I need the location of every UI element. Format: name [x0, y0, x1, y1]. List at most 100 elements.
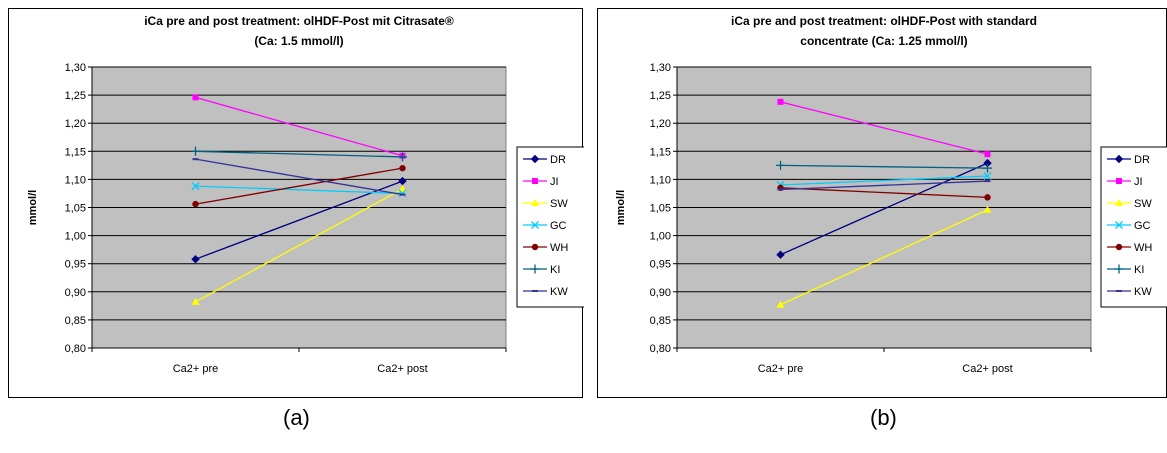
- legend-marker-dr: [530, 154, 540, 164]
- legend-label-wh: WH: [1134, 242, 1152, 254]
- y-tick-label: 0,85: [650, 315, 671, 327]
- legend-marker-ki: [530, 264, 540, 274]
- series-line-gc: [780, 175, 988, 186]
- chart-panel-b: iCa pre and post treatment: olHDF-Post w…: [597, 8, 1167, 398]
- data-point-dr: [776, 250, 785, 259]
- data-point-ki: [983, 163, 992, 173]
- series-line-ji: [195, 96, 403, 157]
- y-tick-label: 1,20: [650, 118, 671, 130]
- x-tick-label: Ca2+ pre: [173, 363, 219, 375]
- legend-marker-gc: [1115, 221, 1123, 229]
- legend-marker-dr: [1114, 154, 1124, 164]
- legend-label-kw: KW: [550, 286, 568, 298]
- legend-marker-wh: [531, 243, 539, 251]
- data-point-ki: [398, 152, 407, 162]
- y-axis-label: mmol/l: [615, 190, 627, 225]
- data-point-ji: [192, 94, 199, 101]
- series-line-ki: [195, 150, 403, 158]
- y-tick-label: 0,95: [650, 259, 671, 271]
- data-point-sw: [191, 297, 200, 305]
- y-tick-label: 1,25: [650, 90, 671, 102]
- data-point-ki: [191, 146, 200, 156]
- y-tick-label: 0,90: [650, 287, 671, 299]
- y-tick-label: 1,25: [65, 90, 86, 102]
- legend-box: [516, 146, 584, 308]
- legend-box: [1100, 146, 1167, 308]
- caption-b: (b): [870, 405, 897, 430]
- legend-label-ji: JI: [1134, 176, 1143, 188]
- legend-label-kw: KW: [1134, 286, 1152, 298]
- legend-label-sw: SW: [550, 198, 568, 210]
- series-line-dr: [780, 162, 988, 256]
- y-tick-label: 0,80: [65, 343, 86, 355]
- data-point-wh: [399, 164, 406, 172]
- x-tick-label: Ca2+ pre: [758, 363, 804, 375]
- data-point-gc: [191, 182, 200, 191]
- series-line-kw: [195, 158, 403, 196]
- data-point-sw: [398, 184, 407, 192]
- data-point-gc: [398, 189, 407, 198]
- data-point-kw: [399, 193, 406, 196]
- y-tick-label: 1,20: [65, 118, 86, 130]
- chart-panel-a: iCa pre and post treatment: olHDF-Post m…: [8, 8, 584, 398]
- legend-label-dr: DR: [1134, 154, 1150, 166]
- legend-marker-kw: [532, 290, 538, 292]
- series-line-gc: [195, 185, 403, 195]
- legend-label-gc: GC: [1134, 220, 1151, 232]
- y-tick-label: 1,05: [65, 203, 86, 215]
- y-tick-label: 1,15: [65, 146, 86, 158]
- series-line-sw: [195, 188, 403, 303]
- data-point-wh: [192, 200, 199, 208]
- chart-title-line-2: (Ca: 1.5 mmol/l): [254, 34, 343, 48]
- chart-title-line-1: iCa pre and post treatment: olHDF-Post w…: [731, 14, 1037, 28]
- y-tick-label: 1,10: [65, 174, 86, 186]
- legend-marker-ji: [532, 178, 538, 184]
- legend-marker-kw: [1116, 290, 1122, 292]
- y-tick-label: 0,80: [650, 343, 671, 355]
- legend-marker-sw: [531, 199, 539, 206]
- data-point-kw: [777, 188, 784, 191]
- y-tick-label: 1,30: [65, 62, 86, 74]
- y-tick-label: 0,90: [65, 287, 86, 299]
- series-line-sw: [780, 209, 988, 306]
- series-line-kw: [780, 180, 988, 191]
- legend-label-sw: SW: [1134, 198, 1152, 210]
- legend-label-ji: JI: [550, 176, 559, 188]
- legend-label-gc: GC: [550, 220, 567, 232]
- chart-b-svg: iCa pre and post treatment: olHDF-Post w…: [615, 14, 1167, 375]
- legend-marker-ki: [1114, 264, 1124, 274]
- y-tick-label: 1,00: [65, 231, 86, 243]
- chart-a-svg: iCa pre and post treatment: olHDF-Post m…: [27, 14, 584, 375]
- data-point-ki: [776, 160, 785, 170]
- y-tick-label: 1,00: [650, 231, 671, 243]
- y-tick-label: 0,85: [65, 315, 86, 327]
- legend-marker-wh: [1115, 243, 1123, 251]
- y-tick-label: 1,05: [650, 203, 671, 215]
- series-line-ji: [780, 101, 988, 155]
- caption-a: (a): [283, 405, 310, 430]
- data-point-ji: [777, 98, 784, 105]
- legend-label-dr: DR: [550, 154, 566, 166]
- y-tick-label: 1,15: [650, 146, 671, 158]
- x-tick-label: Ca2+ post: [962, 363, 1012, 375]
- data-point-wh: [984, 194, 991, 201]
- y-tick-label: 1,10: [650, 174, 671, 186]
- legend-marker-ji: [1116, 178, 1122, 184]
- data-point-kw: [984, 180, 991, 183]
- data-point-dr: [191, 254, 200, 264]
- legend-marker-gc: [531, 221, 539, 229]
- series-line-ki: [780, 164, 988, 169]
- data-point-ji: [984, 151, 991, 158]
- chart-title-line-1: iCa pre and post treatment: olHDF-Post m…: [144, 14, 454, 28]
- y-axis-label: mmol/l: [27, 190, 39, 225]
- data-point-gc: [983, 172, 992, 180]
- data-point-dr: [398, 176, 407, 186]
- legend-label-ki: KI: [1134, 264, 1144, 276]
- series-line-wh: [195, 167, 403, 205]
- data-point-sw: [776, 300, 785, 308]
- legend-label-wh: WH: [550, 242, 568, 254]
- data-point-sw: [983, 205, 992, 213]
- x-tick-label: Ca2+ post: [377, 363, 427, 375]
- y-tick-label: 0,95: [65, 259, 86, 271]
- data-point-kw: [192, 158, 199, 161]
